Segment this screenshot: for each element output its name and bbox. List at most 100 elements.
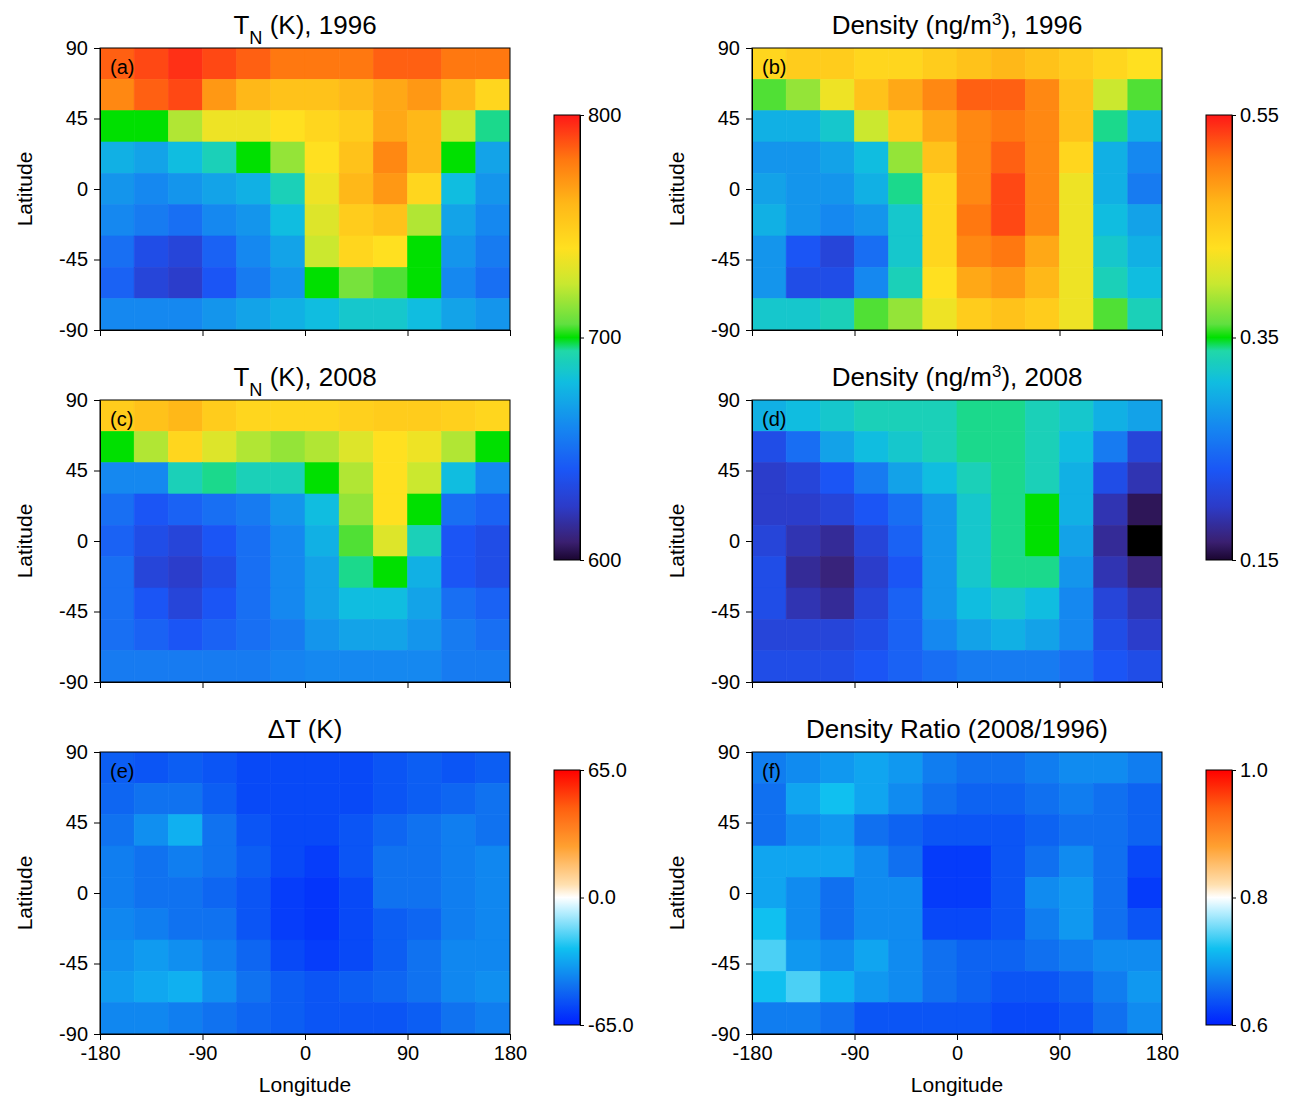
tick-mark xyxy=(580,115,584,116)
cell xyxy=(305,463,339,494)
cell xyxy=(442,877,476,908)
cell xyxy=(134,783,168,814)
tick-label: 65.0 xyxy=(588,759,627,781)
tick-label: 90 xyxy=(397,1042,419,1064)
colorbar: 0.150.350.55 xyxy=(1206,104,1279,571)
x-axis xyxy=(753,330,1163,336)
cell xyxy=(476,79,510,110)
cell xyxy=(1060,48,1094,79)
cell xyxy=(476,525,510,556)
cell xyxy=(957,173,991,204)
cell xyxy=(408,400,442,431)
cell xyxy=(100,431,134,462)
cell xyxy=(820,431,854,462)
cell xyxy=(100,909,134,940)
cell xyxy=(339,846,373,877)
tick: 600 xyxy=(580,549,621,571)
cell xyxy=(476,971,510,1002)
tick: -90 xyxy=(59,671,100,693)
tick: -90 xyxy=(189,1034,218,1064)
tick-mark xyxy=(94,189,100,190)
cell xyxy=(889,877,923,908)
cell xyxy=(203,48,237,79)
cell xyxy=(1025,846,1059,877)
cell xyxy=(923,1003,957,1034)
cell xyxy=(991,299,1025,330)
cell xyxy=(408,909,442,940)
cell xyxy=(373,971,407,1002)
cell xyxy=(991,48,1025,79)
tick-mark xyxy=(94,48,100,49)
cell xyxy=(1025,877,1059,908)
cell xyxy=(1025,525,1059,556)
cell xyxy=(476,752,510,783)
tick-mark xyxy=(1162,1034,1163,1040)
plot-frame xyxy=(100,48,510,330)
cell xyxy=(923,846,957,877)
cell xyxy=(889,588,923,619)
tick: 0 xyxy=(729,530,752,552)
cell xyxy=(1060,815,1094,846)
cell xyxy=(203,557,237,588)
cell xyxy=(373,815,407,846)
panel-title: Density Ratio (2008/1996) xyxy=(806,714,1108,744)
cell xyxy=(442,236,476,267)
cell xyxy=(408,111,442,142)
cell xyxy=(1094,752,1128,783)
cell xyxy=(305,752,339,783)
tick-label: -180 xyxy=(80,1042,120,1064)
cell xyxy=(1094,971,1128,1002)
tick: -45 xyxy=(59,952,100,974)
cell xyxy=(991,494,1025,525)
tick-mark xyxy=(957,682,958,688)
cell xyxy=(855,142,889,173)
cell xyxy=(957,267,991,298)
cell xyxy=(134,909,168,940)
cell xyxy=(442,494,476,525)
tick xyxy=(203,682,204,688)
cell xyxy=(855,48,889,79)
cell xyxy=(923,525,957,556)
cell xyxy=(168,494,202,525)
tick-label: -90 xyxy=(59,319,88,341)
cell xyxy=(168,877,202,908)
cell xyxy=(168,205,202,236)
cell xyxy=(991,846,1025,877)
tick xyxy=(510,330,511,336)
cell xyxy=(203,400,237,431)
cell xyxy=(1060,619,1094,650)
x-axis xyxy=(101,682,511,688)
tick-mark xyxy=(94,541,100,542)
cell xyxy=(1060,651,1094,682)
cell xyxy=(100,142,134,173)
tick: 90 xyxy=(1049,1034,1071,1064)
tick-mark xyxy=(746,541,752,542)
tick-mark xyxy=(746,471,752,472)
plot-frame xyxy=(752,48,1162,330)
cell xyxy=(820,815,854,846)
cell xyxy=(991,651,1025,682)
cell xyxy=(1094,400,1128,431)
cell xyxy=(237,971,271,1002)
colorbar-axis: -65.00.065.0 xyxy=(580,759,634,1036)
tick-label: 45 xyxy=(66,459,88,481)
cell xyxy=(752,877,786,908)
cell xyxy=(134,752,168,783)
cell xyxy=(408,619,442,650)
cell xyxy=(476,846,510,877)
cell xyxy=(237,651,271,682)
cell xyxy=(373,619,407,650)
tick xyxy=(957,682,958,688)
cell xyxy=(203,940,237,971)
cell xyxy=(820,299,854,330)
cell xyxy=(442,299,476,330)
x-axis-title: Longitude xyxy=(259,1073,351,1096)
cell xyxy=(134,619,168,650)
cell xyxy=(1060,400,1094,431)
cell xyxy=(476,1003,510,1034)
cell xyxy=(373,299,407,330)
cell xyxy=(1025,142,1059,173)
tick-mark xyxy=(746,119,752,120)
tick-label: 0 xyxy=(77,882,88,904)
cell xyxy=(373,494,407,525)
